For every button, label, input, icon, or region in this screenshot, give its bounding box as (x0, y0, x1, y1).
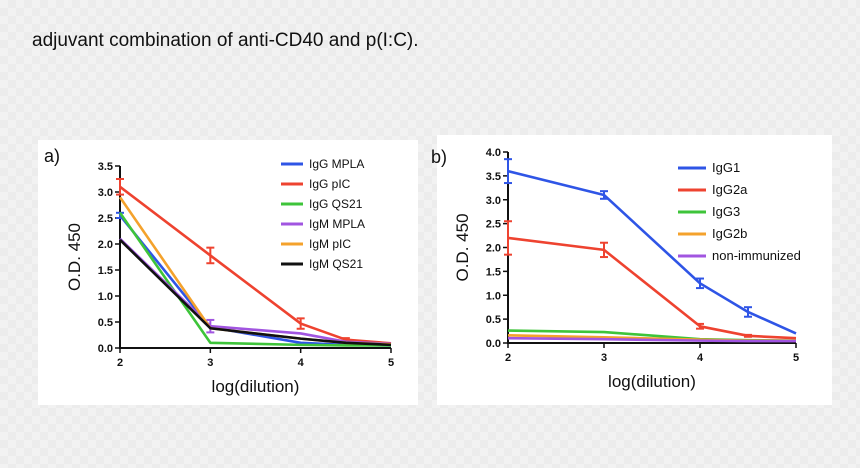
chartb-legend-label: IgG2b (712, 226, 747, 241)
panel-label-b: b) (431, 147, 448, 167)
chart-panel-a: a) 0.0 0.5 1.0 1.5 2.0 2.5 3.0 3.5 2 3 4 5 log(dilut… (38, 140, 418, 405)
charta-y-tick-label: 0.0 (98, 343, 113, 355)
chartb-series-line-4 (507, 336, 796, 343)
chartb-error-bar (504, 220, 512, 256)
charta-y-axis-label: O.D. 450 (65, 223, 84, 291)
chartb-error-bar (600, 241, 608, 259)
chartb-y-tick-label: 1.0 (486, 290, 501, 302)
charta-legend-label: IgM pIC (309, 237, 351, 251)
charta-legend-label: IgM QS21 (309, 257, 363, 271)
charta-y-tick-label: 1.0 (98, 291, 113, 303)
panel-label-a: a) (44, 146, 61, 166)
charta-x-tick-label: 3 (207, 357, 213, 369)
charta-x-tick-label: 4 (298, 357, 305, 369)
chartb-y-tick-label: 4.0 (486, 147, 501, 159)
charta-error-bar (116, 178, 124, 196)
chartb-x-tick-label: 4 (697, 352, 704, 364)
charta-legend-label: IgG MPLA (309, 157, 364, 171)
chartb-x-tick-label: 3 (601, 352, 607, 364)
chartb-legend-label: IgG3 (712, 204, 740, 219)
chart-b-svg: 0.0 0.5 1.0 1.5 2.0 2.5 3.0 3.5 4.0 2 3 4 5 log(dilut… (453, 147, 801, 391)
chartb-y-tick-label: 3.0 (486, 195, 501, 207)
charta-series-line-5 (119, 238, 392, 347)
chartb-error-bar (504, 158, 512, 185)
charta-y-tick-label: 3.0 (98, 187, 113, 199)
chartb-x-tick-label: 2 (505, 352, 511, 364)
charta-x-tick-label: 2 (117, 357, 123, 369)
chartb-y-tick-label: 0.5 (486, 314, 501, 326)
chartb-error-bar (696, 322, 704, 330)
chartb-error-bar (696, 277, 704, 290)
charta-x-axis-label: log(dilution) (212, 377, 300, 396)
charta-legend-label: IgG pIC (309, 177, 351, 191)
chartb-y-tick-label: 2.0 (486, 243, 501, 255)
chartb-y-tick-label: 2.5 (486, 219, 501, 231)
charta-y-tick-label: 2.0 (98, 239, 113, 251)
figure-caption: adjuvant combination of anti-CD40 and p(… (32, 30, 419, 51)
charta-error-bar (296, 317, 305, 330)
chartb-y-tick-label: 0.0 (486, 338, 501, 350)
charta-y-tick-label: 1.5 (98, 265, 113, 277)
chartb-legend-label: non-immunized (712, 248, 801, 263)
chart-panel-b: b) 0.0 0.5 1.0 1.5 2.0 2.5 3.0 3.5 4.0 2 3 4 5 log(di… (431, 135, 832, 405)
chartb-y-axis-label: O.D. 450 (453, 213, 472, 281)
chartb-error-bar (600, 190, 608, 200)
charta-legend-label: IgM MPLA (309, 217, 365, 231)
charta-legend-label: IgG QS21 (309, 197, 363, 211)
chartb-y-tick-label: 3.5 (486, 171, 501, 183)
chartb-legend-label: IgG2a (712, 182, 748, 197)
charta-x-tick-label: 5 (388, 357, 394, 369)
chartb-legend-label: IgG1 (712, 160, 740, 175)
chart-a-svg: 0.0 0.5 1.0 1.5 2.0 2.5 3.0 3.5 2 3 4 5 log(dilution… (65, 157, 394, 396)
charta-error-bar (206, 246, 215, 265)
chartb-x-tick-label: 5 (793, 352, 799, 364)
chartb-error-bar (744, 306, 752, 318)
charta-y-tick-label: 2.5 (98, 213, 113, 225)
chartb-x-axis-label: log(dilution) (608, 372, 696, 391)
charta-y-tick-label: 3.5 (98, 161, 113, 173)
chartb-error-bar (744, 333, 752, 338)
charta-y-tick-label: 0.5 (98, 317, 113, 329)
chartb-y-tick-label: 1.5 (486, 266, 501, 278)
